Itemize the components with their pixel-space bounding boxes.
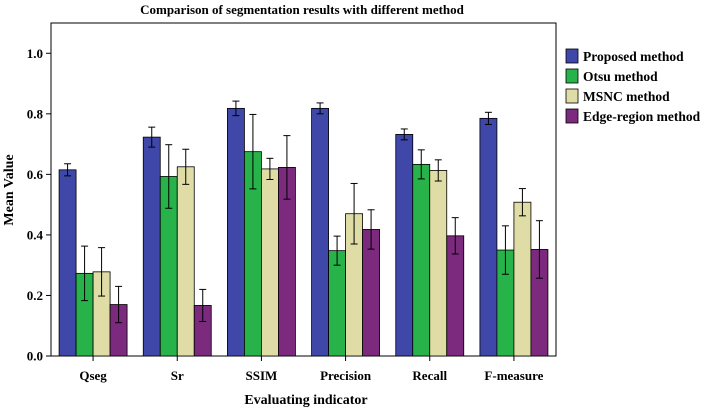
plot-area <box>50 22 557 357</box>
bar-recall-series-2 <box>412 163 431 357</box>
y-tick-label: 0.4 <box>27 227 44 242</box>
legend-swatch <box>565 88 579 104</box>
legend-swatch <box>565 48 579 64</box>
y-tick-label: 0.0 <box>27 349 43 364</box>
legend-label: MSNC method <box>583 89 670 104</box>
x-tick-label: Recall <box>412 368 447 383</box>
bar-sr-series-1 <box>142 136 161 357</box>
y-axis-label: Mean Value <box>2 154 17 225</box>
y-tick-label: 0.2 <box>27 288 43 303</box>
legend-label: Proposed method <box>583 49 684 64</box>
chart-title: Comparison of segmentation results with … <box>140 2 465 17</box>
x-tick-label: SSIM <box>246 368 278 383</box>
legend-label: Otsu method <box>583 69 658 84</box>
bar-ssim-series-1 <box>227 107 245 357</box>
legend: Proposed method Otsu method MSNC method Edg… <box>565 48 701 124</box>
x-tick-label: Sr <box>171 368 184 383</box>
x-tick-label: F-measure <box>484 368 543 383</box>
x-tick-label: Precision <box>320 368 372 383</box>
bar-precision-series-1 <box>311 107 329 357</box>
bar-ssim-series-3 <box>261 168 279 357</box>
y-tick-label: 0.8 <box>27 106 44 121</box>
y-tick-label: 0.6 <box>27 167 44 182</box>
y-axis-ticks: 0.0 0.2 0.4 0.6 0.8 1.0 <box>27 46 51 364</box>
bar-sr-series-3 <box>176 166 195 357</box>
bars-group <box>58 100 549 357</box>
bar-f-measure-series-1 <box>479 117 498 357</box>
x-axis-label: Evaluating indicator <box>244 393 367 408</box>
x-axis-ticks: Qseg Sr SSIM Precision Recall F-measure <box>79 356 544 383</box>
legend-swatch <box>565 108 579 124</box>
legend-swatch <box>565 68 579 84</box>
legend-label: Edge-region method <box>583 109 701 124</box>
bar-recall-series-3 <box>429 170 448 357</box>
bar-qseg-series-1 <box>58 169 77 357</box>
y-tick-label: 1.0 <box>27 46 43 61</box>
bar-recall-series-1 <box>395 134 414 357</box>
x-tick-label: Qseg <box>79 368 107 383</box>
bar-precision-series-2 <box>328 250 346 357</box>
bar-f-measure-series-3 <box>513 201 532 357</box>
